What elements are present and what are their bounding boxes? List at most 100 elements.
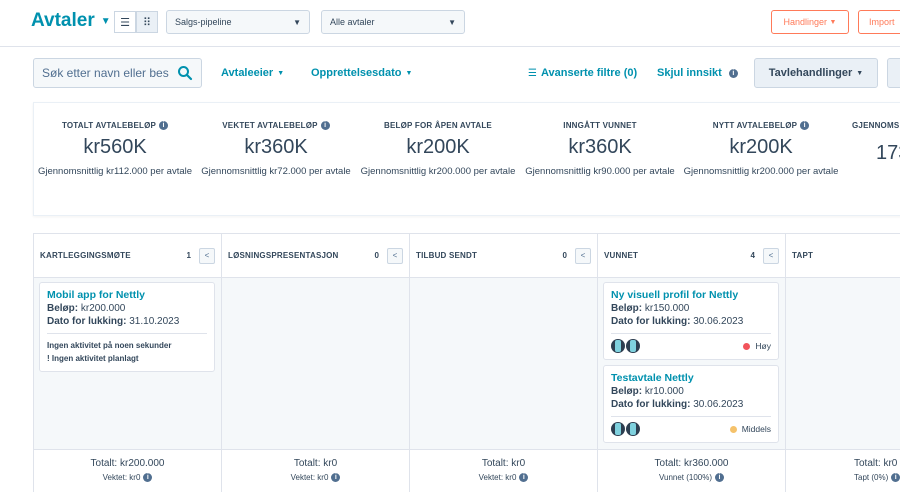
column-header: TILBUD SENDT 0 <	[410, 234, 597, 278]
info-icon[interactable]: i	[800, 121, 810, 130]
stat-label: NYTT AVTALEBELØP	[712, 121, 798, 130]
search-input[interactable]	[42, 66, 172, 80]
card-divider	[611, 416, 771, 417]
deal-filter-select[interactable]: Alle avtaler ▼	[321, 10, 465, 34]
deal-title-link[interactable]: Mobil app for Nettly	[47, 289, 145, 301]
deal-amount: Beløp: kr150.000	[611, 303, 771, 314]
collapse-icon[interactable]: <	[387, 247, 403, 264]
column-footer: Totalt: kr0 Vektet: kr0 i	[410, 449, 597, 492]
search-icon[interactable]	[177, 65, 193, 81]
avatar[interactable]	[626, 339, 640, 353]
info-icon[interactable]: i	[143, 473, 153, 482]
stat-sub: Gjennomsnittlig kr200.000 per avtale	[683, 166, 839, 177]
deal-owners	[611, 339, 640, 353]
avatar[interactable]	[626, 422, 640, 436]
stat-label: VEKTET AVTALEBELØP	[222, 121, 318, 130]
column-weighted: Tapt (0%)	[854, 473, 889, 482]
avatar[interactable]	[611, 422, 625, 436]
view-toggle: ☰ ⠿	[114, 11, 158, 33]
avatar[interactable]	[611, 339, 625, 353]
stat-value: 173	[876, 142, 900, 164]
stat-sub: Gjennomsnittlig kr72.000 per avtale	[201, 166, 351, 177]
amount-label: Beløp:	[611, 303, 643, 314]
column-name: LØSNINGSPRESENTASJON	[228, 251, 339, 260]
board-view-icon[interactable]: ⠿	[136, 11, 158, 33]
stat-new-amount: NYTT AVTALEBELØP i kr200K Gjennomsnittlig…	[680, 121, 842, 180]
deal-card-visual-profile[interactable]: Ny visuell profil for Nettly Beløp: kr15…	[603, 282, 779, 360]
priority-badge: Middels	[729, 424, 771, 434]
column-total: Totalt: kr0	[293, 458, 338, 469]
actions-button[interactable]: Handlinger ▼	[771, 10, 849, 34]
column-name: TILBUD SENDT	[416, 251, 478, 260]
column-footer: Totalt: kr0 Vektet: kr0 i	[222, 449, 409, 492]
info-icon[interactable]: i	[891, 473, 900, 482]
chevron-down-icon: ▼	[405, 69, 413, 77]
column-total: Totalt: kr0	[854, 458, 898, 469]
owner-filter[interactable]: Avtaleeier ▼	[221, 67, 284, 79]
deal-amount: Beløp: kr10.000	[611, 386, 771, 397]
deal-close-date: Dato for lukking: 30.06.2023	[611, 316, 771, 327]
stat-sub: Gjennomsnittlig kr112.000 per avtale	[37, 166, 193, 177]
column-weighted: Vunnet (100%)	[658, 473, 713, 482]
column-body	[786, 278, 900, 449]
created-date-filter[interactable]: Opprettelsesdato ▼	[311, 67, 412, 79]
board-actions-button[interactable]: Tavlehandlinger ▼	[754, 58, 878, 88]
priority-label: Høy	[755, 341, 771, 351]
chevron-down-icon: ▼	[293, 17, 301, 27]
page-title[interactable]: Avtaler ▼	[31, 10, 111, 32]
card-divider	[47, 333, 207, 334]
column-weighted: Vektet: kr0	[102, 473, 141, 482]
deal-title-link[interactable]: Testavtale Nettly	[611, 372, 694, 384]
info-icon[interactable]: i	[320, 121, 330, 130]
deal-card-test-deal[interactable]: Testavtale Nettly Beløp: kr10.000 Dato f…	[603, 365, 779, 443]
deal-owners	[611, 422, 640, 436]
import-button-label: Import	[869, 17, 895, 27]
priority-label: Middels	[741, 424, 771, 434]
stat-weighted-amount: VEKTET AVTALEBELØP i kr360K Gjennomsnittl…	[195, 121, 357, 180]
priority-high-dot-icon	[743, 342, 751, 350]
stat-value: kr360K	[244, 136, 308, 158]
deal-title-link[interactable]: Ny visuell profil for Nettly	[611, 289, 739, 301]
info-icon[interactable]: i	[519, 473, 529, 482]
column-total: Totalt: kr0	[481, 458, 526, 469]
stat-sub: Gjennomsnittlig kr90.000 per avtale	[525, 166, 675, 177]
info-icon[interactable]: i	[159, 121, 169, 130]
summary-panel: TOTALT AVTALEBELØP i kr560K Gjennomsnittl…	[33, 102, 900, 216]
chevron-down-icon: ▼	[829, 18, 837, 26]
close-date-value: 30.06.2023	[693, 399, 744, 410]
amount-label: Beløp:	[47, 303, 79, 314]
board-column-tilbud-sendt: TILBUD SENDT 0 < Totalt: kr0 Vektet: kr0…	[409, 234, 597, 492]
column-header: KARTLEGGINGSMØTE 1 <	[34, 234, 221, 278]
deal-close-date: Dato for lukking: 30.06.2023	[611, 399, 771, 410]
deal-card-mobile-app[interactable]: Mobil app for Nettly Beløp: kr200.000 Da…	[39, 282, 215, 372]
column-name: VUNNET	[604, 251, 639, 260]
board-column-vunnet: VUNNET 4 < Ny visuell profil for Nettly …	[597, 234, 785, 492]
collapse-icon[interactable]: <	[763, 247, 779, 264]
stat-label: INNGÅTT VUNNET	[563, 121, 637, 130]
collapse-icon[interactable]: <	[199, 247, 215, 264]
hide-insight-button[interactable]: Skjul innsikt i	[657, 67, 738, 79]
deal-board: KARTLEGGINGSMØTE 1 < Mobil app for Nettl…	[33, 233, 900, 492]
owner-filter-label: Avtaleeier	[221, 67, 274, 79]
column-name: TAPT	[792, 251, 814, 260]
stat-average: GJENNOMS 173	[842, 121, 900, 165]
board-column-losningspresentasjon: LØSNINGSPRESENTASJON 0 < Totalt: kr0 Vek…	[221, 234, 409, 492]
list-view-icon[interactable]: ☰	[114, 11, 136, 33]
column-count: 0	[374, 251, 379, 260]
page-title-text: Avtaler	[31, 10, 95, 31]
priority-badge: Høy	[743, 341, 771, 351]
amount-label: Beløp:	[611, 386, 643, 397]
sliders-icon: ☰	[528, 67, 537, 79]
settings-button[interactable]	[887, 58, 900, 88]
column-weighted: Vektet: kr0	[478, 473, 517, 482]
chevron-down-icon: ▼	[448, 17, 456, 27]
info-icon[interactable]: i	[715, 473, 725, 482]
import-button[interactable]: Import	[858, 10, 900, 34]
collapse-icon[interactable]: <	[575, 247, 591, 264]
advanced-filters-label: Avanserte filtre (0)	[540, 67, 638, 79]
info-icon[interactable]: i	[331, 473, 341, 482]
advanced-filters-button[interactable]: ☰ Avanserte filtre (0)	[528, 67, 637, 79]
chevron-down-icon: ▼	[100, 15, 111, 27]
pipeline-select[interactable]: Salgs-pipeline ▼	[166, 10, 310, 34]
amount-value: kr150.000	[644, 303, 690, 314]
